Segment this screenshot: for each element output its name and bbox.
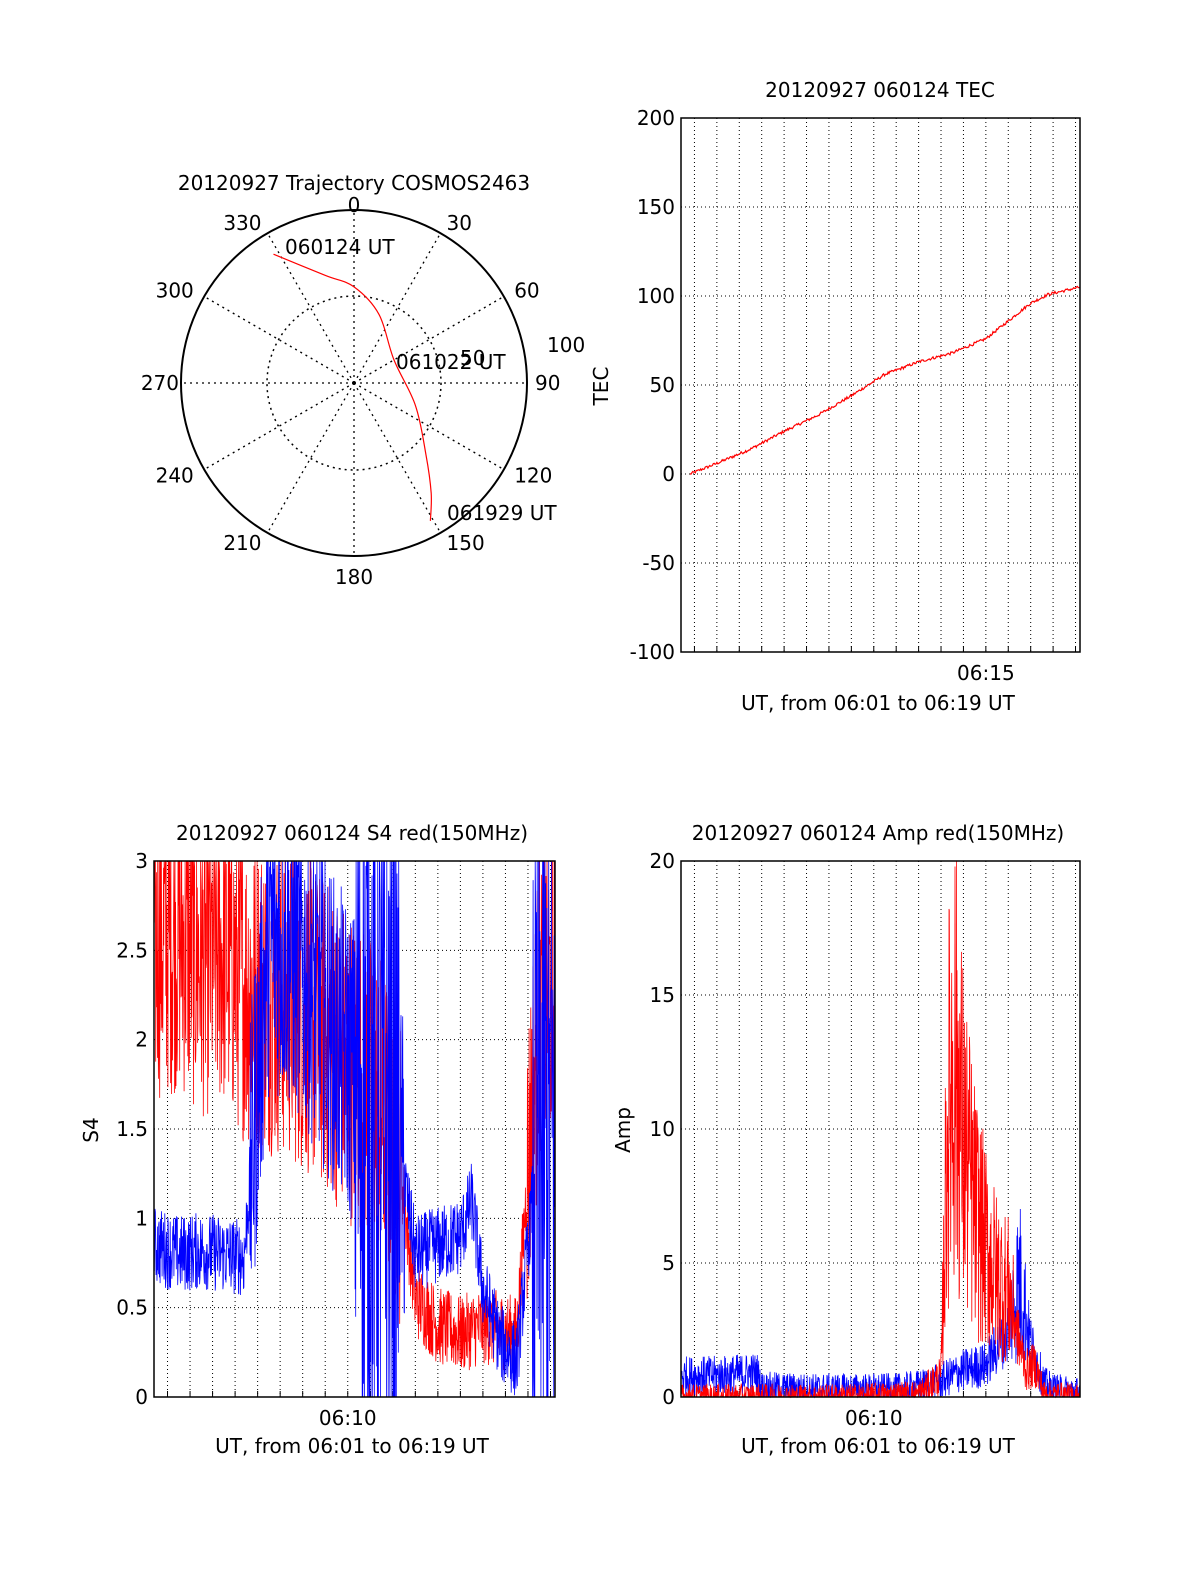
amp-chart: 20120927 060124 Amp red(150MHz) 0 5 10 15 20… [611, 821, 1081, 1458]
s4-y-tick-label: 1.5 [116, 1117, 148, 1141]
s4-y-tick-label: 2 [135, 1028, 148, 1052]
tec-x-tick-label: 06:15 [957, 661, 1015, 685]
amp-x-tick-label: 06:10 [845, 1406, 903, 1430]
amp-y-tick-label: 0 [662, 1385, 675, 1409]
s4-x-ticks: 06:10 [319, 1406, 377, 1430]
s4-title: 20120927 060124 S4 red(150MHz) [176, 821, 528, 845]
tec-x-label: UT, from 06:01 to 06:19 UT [741, 691, 1016, 715]
polar-azimuth-label: 90 [535, 371, 560, 395]
tec-plot-frame [680, 117, 1081, 653]
polar-inner-circle [266, 295, 442, 471]
polar-radial-label-50: 50 [460, 346, 485, 370]
polar-spoke-120 [353, 382, 505, 471]
s4-y-tick-label: 1 [135, 1206, 148, 1230]
amp-y-tick-label: 10 [650, 1117, 675, 1141]
tec-y-label: TEC [589, 367, 613, 407]
amp-series-blue [680, 1208, 1081, 1399]
polar-azimuth-label: 0 [348, 193, 361, 217]
s4-series-blue [153, 860, 556, 1398]
polar-azimuth-labels: 0 30 60 90 120 150 180 210 240 270 300 330 [141, 193, 561, 589]
polar-azimuth-label: 210 [223, 531, 261, 555]
tec-x-ticks: 06:15 [957, 661, 1015, 685]
polar-azimuth-label: 30 [447, 211, 472, 235]
polar-spoke-240 [203, 382, 355, 471]
tec-y-tick-label: 0 [662, 462, 675, 486]
polar-label-mid: 061022 UT [396, 350, 506, 374]
s4-x-tick-label: 06:10 [319, 1406, 377, 1430]
tec-y-tick-label: 200 [637, 106, 675, 130]
tec-y-ticks: -100 -50 0 50 100 150 200 [630, 106, 675, 664]
tec-y-tick-label: -100 [630, 640, 675, 664]
amp-y-label: Amp [611, 1107, 635, 1153]
polar-azimuth-label: 60 [514, 279, 539, 303]
tec-chart: 20120927 060124 TEC -100-50050100150200 … [589, 78, 1081, 715]
tec-series-red [689, 285, 1081, 476]
amp-y-tick-label: 5 [662, 1251, 675, 1275]
polar-trajectory-line [273, 253, 432, 521]
tec-series [689, 285, 1081, 476]
polar-label-start: 060124 UT [285, 235, 395, 259]
s4-y-tick-label: 0 [135, 1385, 148, 1409]
polar-spoke-210 [266, 382, 355, 534]
tec-y-tick-label: 50 [650, 373, 675, 397]
amp-y-tick-label: 15 [650, 983, 675, 1007]
s4-chart: 20120927 060124 S4 red(150MHz) 0 0.5 1 1.5 2… [79, 821, 556, 1458]
tec-y-tick-label: 150 [637, 195, 675, 219]
amp-y-tick-label: 20 [650, 849, 675, 873]
tec-grid [681, 117, 1080, 653]
amp-plot-frame [680, 860, 1081, 1398]
polar-azimuth-label: 150 [447, 531, 485, 555]
amp-x-ticks: 06:10 [845, 1406, 903, 1430]
s4-y-tick-label: 0.5 [116, 1296, 148, 1320]
amp-x-label: UT, from 06:01 to 06:19 UT [741, 1434, 1016, 1458]
amp-title: 20120927 060124 Amp red(150MHz) [692, 821, 1064, 845]
polar-azimuth-label: 330 [223, 211, 261, 235]
amp-series [680, 860, 1081, 1399]
s4-y-tick-label: 2.5 [116, 938, 148, 962]
polar-azimuth-label: 240 [156, 464, 194, 488]
tec-y-tick-label: 100 [637, 284, 675, 308]
polar-radial-label-100: 100 [547, 333, 585, 357]
s4-x-label: UT, from 06:01 to 06:19 UT [215, 1434, 490, 1458]
tec-y-tick-label: -50 [642, 551, 675, 575]
s4-y-label: S4 [79, 1117, 103, 1142]
polar-spoke-60 [353, 295, 505, 384]
polar-label-end: 061929 UT [447, 501, 557, 525]
polar-chart: 20120927 Trajectory COSMOS2463 0 30 60 90 12… [141, 171, 585, 589]
polar-title: 20120927 Trajectory COSMOS2463 [178, 171, 530, 195]
polar-azimuth-label: 300 [156, 279, 194, 303]
s4-series [153, 860, 556, 1398]
polar-azimuth-label: 180 [335, 565, 373, 589]
s4-y-ticks: 0 0.5 1 1.5 2 2.5 3 [116, 849, 148, 1409]
polar-outer-circle [180, 209, 528, 557]
polar-azimuth-label: 120 [514, 464, 552, 488]
polar-spoke-300 [203, 295, 355, 384]
polar-spoke-150 [353, 382, 442, 534]
polar-azimuth-label: 270 [141, 371, 179, 395]
s4-y-tick-label: 3 [135, 849, 148, 873]
tec-title: 20120927 060124 TEC [765, 78, 995, 102]
s4-plot-frame [153, 860, 556, 1398]
amp-y-ticks: 0 5 10 15 20 [650, 849, 675, 1409]
polar-spoke-30 [353, 232, 442, 384]
